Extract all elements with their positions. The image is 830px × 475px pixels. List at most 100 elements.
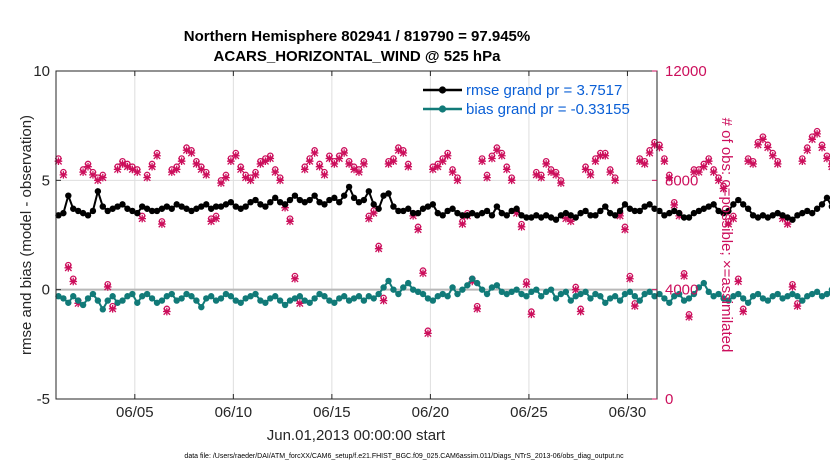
bias-point (297, 293, 303, 299)
rmse-point (789, 216, 795, 222)
legend-bias-label: bias grand pr = -0.33155 (466, 101, 630, 118)
bias-point (513, 286, 519, 292)
obs-assimilated-point (823, 155, 830, 163)
obs-assimilated-point (340, 149, 348, 157)
rmse-point (366, 188, 372, 194)
obs-assimilated-point (301, 166, 309, 174)
rmse-point (405, 206, 411, 212)
data-file-footnote: data file: /Users/raeder/DAI/ATM_forcXX/… (184, 453, 624, 460)
bias-point (252, 291, 258, 297)
x-tick-label: 06/30 (609, 404, 647, 421)
x-tick-label: 06/10 (215, 404, 253, 421)
bias-point (109, 293, 115, 299)
bias-point (538, 293, 544, 299)
x-tick-label: 06/25 (510, 404, 548, 421)
bias-point (632, 293, 638, 299)
obs-assimilated-point (542, 160, 550, 168)
bias-point (60, 295, 66, 301)
rmse-point (371, 201, 377, 207)
rmse-point (440, 212, 446, 218)
obs-assimilated-point (133, 168, 141, 176)
bias-point (371, 295, 377, 301)
obs-assimilated-point (291, 275, 299, 283)
rmse-point (504, 212, 510, 218)
obs-assimilated-point (321, 171, 329, 179)
obs-assimilated-point (109, 305, 117, 313)
bias-point (149, 295, 155, 301)
bias-point (774, 291, 780, 297)
rmse-point (553, 216, 559, 222)
obs-assimilated-point (316, 163, 324, 171)
rmse-point (745, 206, 751, 212)
bias-point (208, 293, 214, 299)
obs-assimilated-point (749, 160, 757, 168)
bias-point (617, 297, 623, 303)
obs-assimilated-point (375, 245, 383, 253)
rmse-point (686, 214, 692, 220)
bias-point (361, 297, 367, 303)
bias-point (228, 293, 234, 299)
bias-point (193, 297, 199, 303)
bias-point (70, 293, 76, 299)
rmse-point (292, 192, 298, 198)
rmse-point (100, 203, 106, 209)
x-axis-label: Jun.01,2013 00:00:00 start (267, 427, 446, 444)
bias-point (582, 289, 588, 295)
bias-point (479, 286, 485, 292)
bias-point (420, 291, 426, 297)
rmse-point (646, 201, 652, 207)
rmse-point (735, 197, 741, 203)
bias-point (395, 291, 401, 297)
obs-assimilated-point (306, 157, 314, 165)
y-left-tick-label: 5 (42, 172, 50, 189)
bias-point (356, 293, 362, 299)
bias-point (80, 302, 86, 308)
chart-title-line2: ACARS_HORIZONTAL_WIND @ 525 hPa (214, 48, 502, 65)
rmse-point (449, 206, 455, 212)
obs-assimilated-point (414, 226, 422, 234)
rmse-point (252, 197, 258, 203)
rmse-point (242, 203, 248, 209)
obs-assimilated-point (60, 171, 68, 179)
bias-point (612, 293, 618, 299)
obs-assimilated-point (454, 177, 462, 185)
obs-assimilated-point (360, 160, 368, 168)
obs-assimilated-point (138, 215, 146, 223)
obs-assimilated-point (606, 168, 614, 176)
obs-assimilated-point (483, 174, 491, 182)
bias-point (400, 284, 406, 290)
rmse-point (336, 199, 342, 205)
bias-point (129, 291, 135, 297)
bias-point (282, 302, 288, 308)
obs-assimilated-point (202, 171, 210, 179)
obs-assimilated-point (537, 174, 545, 182)
bias-point (90, 291, 96, 297)
rmse-point (228, 199, 234, 205)
bias-point (375, 291, 381, 297)
rmse-point (622, 201, 628, 207)
bias-point (568, 297, 574, 303)
bias-point (597, 293, 603, 299)
rmse-point (341, 192, 347, 198)
plot-area (56, 71, 657, 399)
obs-assimilated-point (641, 160, 649, 168)
obs-assimilated-point (69, 278, 77, 286)
obs-assimilated-point (631, 302, 639, 310)
bias-point (824, 291, 830, 297)
obs-assimilated-point (311, 149, 319, 157)
bias-point (627, 289, 633, 295)
bias-point (799, 297, 805, 303)
obs-assimilated-point (222, 174, 230, 182)
obs-assimilated-point (769, 152, 777, 160)
bias-point (666, 300, 672, 306)
obs-assimilated-point (626, 275, 634, 283)
obs-assimilated-point (813, 130, 821, 138)
bias-point (454, 291, 460, 297)
x-tick-label: 06/15 (313, 404, 351, 421)
bias-point (385, 278, 391, 284)
rmse-point (90, 208, 96, 214)
rmse-point (375, 206, 381, 212)
obs-assimilated-point (621, 226, 629, 234)
obs-assimilated-point (789, 283, 797, 291)
rmse-point (513, 206, 519, 212)
